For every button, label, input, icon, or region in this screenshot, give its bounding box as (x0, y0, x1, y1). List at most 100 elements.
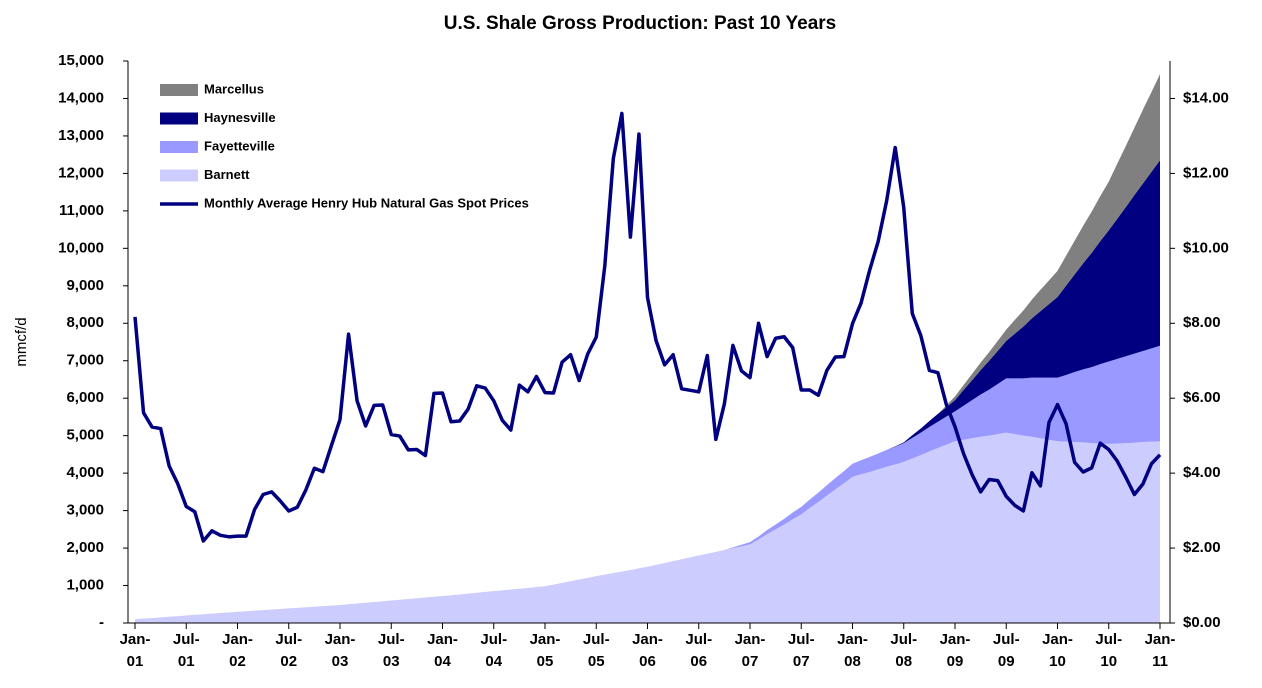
x-tick-label-line: Jan- (940, 631, 971, 648)
tick-label: 12,000 (58, 164, 104, 181)
x-tick-label: Jul- 01 (173, 631, 200, 670)
x-tick-label-line: 05 (588, 653, 605, 670)
legend-swatch (160, 112, 198, 125)
price-line (133, 111, 1162, 543)
tick-label: 9,000 (66, 277, 104, 294)
legend-swatch (160, 84, 198, 96)
x-tick-label-line: Jul- (890, 631, 917, 648)
legend-label: Marcellus (204, 81, 264, 96)
tick-label: $10.00 (1183, 239, 1229, 256)
tick-label: 15,000 (58, 52, 104, 69)
y-axis-label: mmcf/d (13, 317, 30, 366)
x-tick-label-line: Jan- (1145, 631, 1176, 648)
x-tick-label: Jan- 10 (1042, 631, 1073, 670)
x-tick-label-line: Jul- (685, 631, 712, 648)
x-tick-label-line: 10 (1049, 653, 1066, 670)
tick-label: 13,000 (58, 127, 104, 144)
legend-label: Haynesville (204, 110, 276, 125)
x-tick-label: Jul- 05 (583, 631, 610, 670)
x-tick-label-line: Jul- (378, 631, 405, 648)
legend-label: Fayetteville (204, 138, 275, 153)
tick-label: 4,000 (66, 464, 104, 481)
x-tick-label-line: Jan- (120, 631, 151, 648)
tick-label: 3,000 (66, 502, 104, 519)
legend-swatch (160, 141, 198, 153)
tick-label: $14.00 (1183, 89, 1229, 106)
x-tick-label-line: Jul- (1095, 631, 1122, 648)
x-tick-label-line: Jul- (173, 631, 200, 648)
tick-label: $8.00 (1183, 314, 1221, 331)
tick-label: 6,000 (66, 389, 104, 406)
x-tick-label-line: Jan- (222, 631, 253, 648)
x-tick-label: Jul- 03 (378, 631, 405, 670)
x-tick-label-line: 05 (537, 653, 554, 670)
x-tick-label: Jan- 11 (1145, 631, 1176, 670)
x-tick-label-line: 02 (280, 653, 297, 670)
x-tick-label-line: Jan- (735, 631, 766, 648)
x-tick-label-line: Jul- (275, 631, 302, 648)
x-tick-label-line: 09 (947, 653, 964, 670)
x-tick-label: Jan- 03 (325, 631, 356, 670)
x-tick-label: Jul- 10 (1095, 631, 1122, 670)
x-tick-label-line: Jul- (993, 631, 1020, 648)
x-tick-label: Jan- 08 (837, 631, 868, 670)
x-tick-label-line: 07 (793, 653, 810, 670)
legend-label: Monthly Average Henry Hub Natural Gas Sp… (204, 195, 529, 210)
tick-label: 2,000 (66, 539, 104, 556)
x-tick-label-line: 01 (178, 653, 195, 670)
x-tick-label-line: Jan- (427, 631, 458, 648)
tick-label: $12.00 (1183, 164, 1229, 181)
x-tick-label-line: 03 (332, 653, 349, 670)
x-tick-label-line: Jan- (325, 631, 356, 648)
x-tick-label: Jan- 07 (735, 631, 766, 670)
tick-label: $2.00 (1183, 539, 1221, 556)
tick-label: 14,000 (58, 89, 104, 106)
legend-label: Barnett (204, 167, 250, 182)
x-tick-label-line: Jan- (530, 631, 561, 648)
x-tick-label-line: Jul- (583, 631, 610, 648)
x-tick-label: Jul- 08 (890, 631, 917, 670)
x-tick-label-line: Jan- (837, 631, 868, 648)
x-tick-label-line: 08 (844, 653, 861, 670)
x-tick-label: Jul- 02 (275, 631, 302, 670)
x-tick-label-line: Jan- (632, 631, 663, 648)
x-tick-label: Jul- 04 (480, 631, 507, 670)
x-tick-label-line: 02 (229, 653, 246, 670)
x-tick-label-line: 04 (485, 653, 502, 670)
x-tick-label: Jan- 04 (427, 631, 458, 670)
x-tick-label-line: 04 (434, 653, 451, 670)
x-tick-label: Jan- 02 (222, 631, 253, 670)
x-tick-label-line: 11 (1152, 653, 1168, 670)
chart-title: U.S. Shale Gross Production: Past 10 Yea… (444, 13, 836, 34)
x-tick-label-line: 01 (127, 653, 144, 670)
x-tick-label-line: 10 (1100, 653, 1117, 670)
tick-label: - (99, 614, 104, 631)
x-tick-label-line: 09 (998, 653, 1015, 670)
tick-label: 5,000 (66, 427, 104, 444)
tick-label: $6.00 (1183, 389, 1221, 406)
x-tick-label: Jul- 06 (685, 631, 712, 670)
x-tick-label-line: 06 (690, 653, 707, 670)
x-tick-label-line: Jan- (1042, 631, 1073, 648)
tick-label: $0.00 (1183, 614, 1221, 631)
x-tick-label-line: 06 (639, 653, 656, 670)
x-tick-label-line: 03 (383, 653, 400, 670)
tick-label: 10,000 (58, 239, 104, 256)
tick-label: 7,000 (66, 352, 104, 369)
legend-swatch (160, 169, 198, 182)
x-tick-label: Jul- 09 (993, 631, 1020, 670)
x-tick-label-line: Jul- (788, 631, 815, 648)
x-tick-label-line: 07 (742, 653, 759, 670)
tick-label: $4.00 (1183, 464, 1221, 481)
x-tick-label-line: 08 (895, 653, 912, 670)
tick-label: 8,000 (66, 314, 104, 331)
x-tick-label: Jul- 07 (788, 631, 815, 670)
area (135, 432, 1160, 623)
x-tick-label: Jan- 01 (120, 631, 151, 670)
x-tick-label: Jan- 05 (530, 631, 561, 670)
tick-label: 11,000 (59, 202, 104, 219)
x-tick-label-line: Jul- (480, 631, 507, 648)
x-tick-label: Jan- 09 (940, 631, 971, 670)
tick-label: 1,000 (66, 577, 104, 594)
